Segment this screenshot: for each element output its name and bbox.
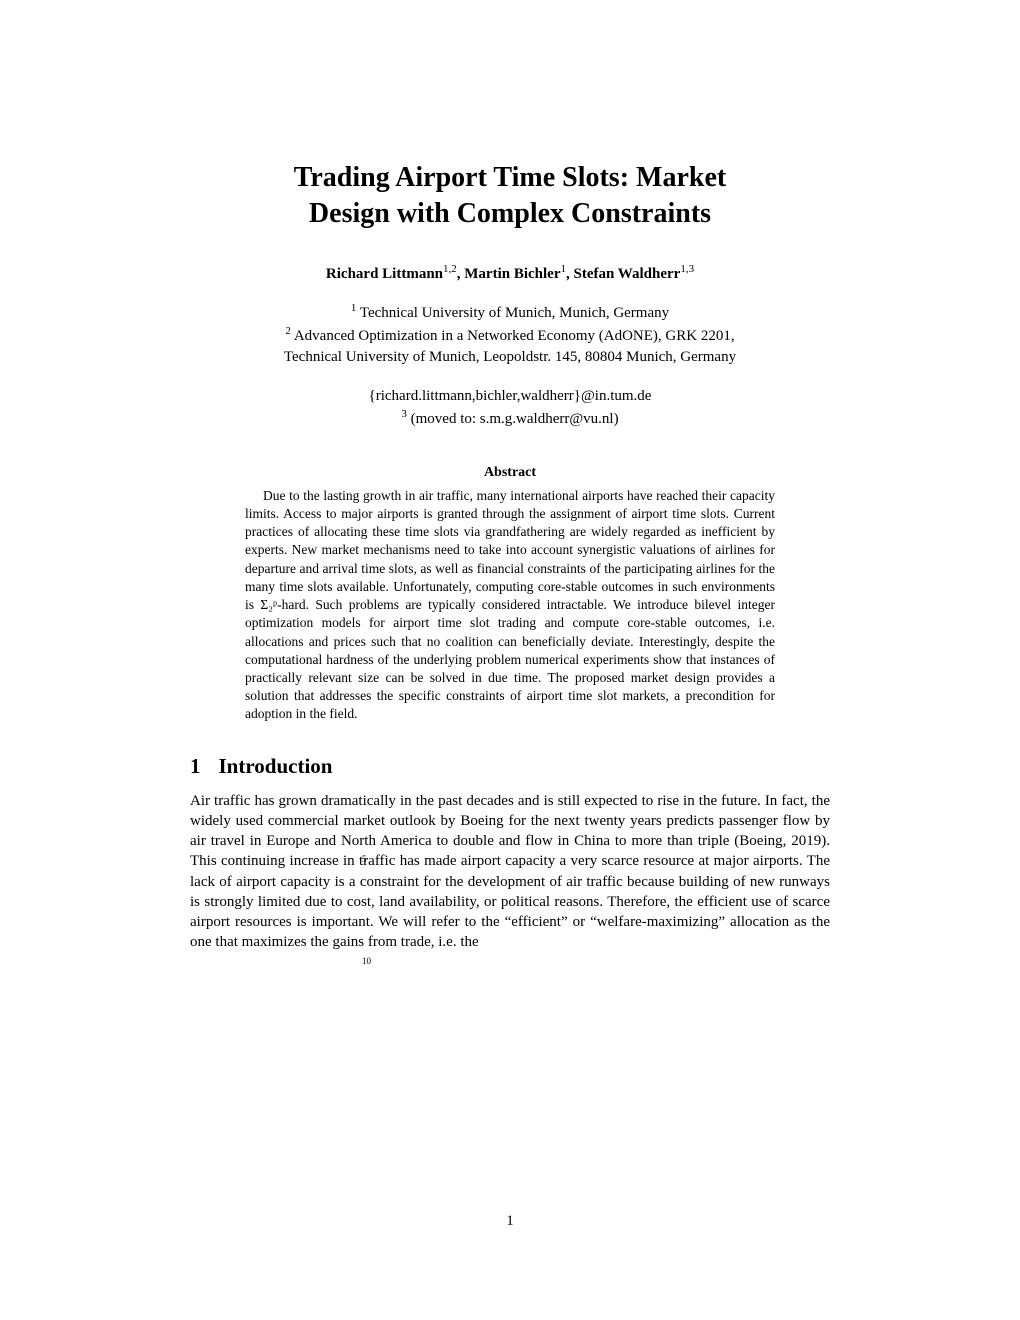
- author-1: Richard Littmann: [326, 266, 443, 282]
- email-1: {richard.littmann,bichler,waldherr}@in.t…: [369, 388, 652, 404]
- emails-block: {richard.littmann,bichler,waldherr}@in.t…: [190, 386, 830, 430]
- email-2: (moved to: s.m.g.waldherr@vu.nl): [407, 411, 619, 427]
- section-number: 1: [190, 754, 201, 778]
- section-heading: 1 Introduction: [190, 754, 830, 779]
- author-3: Stefan Waldherr: [574, 266, 681, 282]
- body-paragraph: 5 10 Air traffic has grown dramatically …: [190, 791, 830, 953]
- section-title: Introduction: [219, 754, 333, 778]
- page-number: 1: [0, 1213, 1020, 1230]
- affil-1: Technical University of Munich, Munich, …: [356, 305, 669, 321]
- title-line-1: Trading Airport Time Slots: Market: [294, 162, 726, 193]
- title-line-2: Design with Complex Constraints: [309, 198, 711, 229]
- paper-page: Trading Airport Time Slots: Market Desig…: [0, 0, 1020, 953]
- authors-line: Richard Littmann1,2, Martin Bichler1, St…: [190, 263, 830, 283]
- affil-2b: Technical University of Munich, Leopolds…: [284, 349, 736, 365]
- author-1-affil: 1,2: [443, 263, 457, 275]
- affil-2: Advanced Optimization in a Networked Eco…: [291, 328, 735, 344]
- body-text-content: Air traffic has grown dramatically in th…: [190, 793, 830, 951]
- line-number-5: 5: [362, 853, 367, 865]
- author-3-affil: 1,3: [680, 263, 694, 275]
- paper-title: Trading Airport Time Slots: Market Desig…: [190, 160, 830, 233]
- affiliations-block: 1 Technical University of Munich, Munich…: [190, 301, 830, 368]
- abstract-heading: Abstract: [190, 465, 830, 481]
- author-sep: ,: [566, 266, 574, 282]
- author-2: Martin Bichler: [464, 266, 560, 282]
- abstract-body: Due to the lasting growth in air traffic…: [245, 487, 775, 724]
- line-number-10: 10: [362, 955, 371, 967]
